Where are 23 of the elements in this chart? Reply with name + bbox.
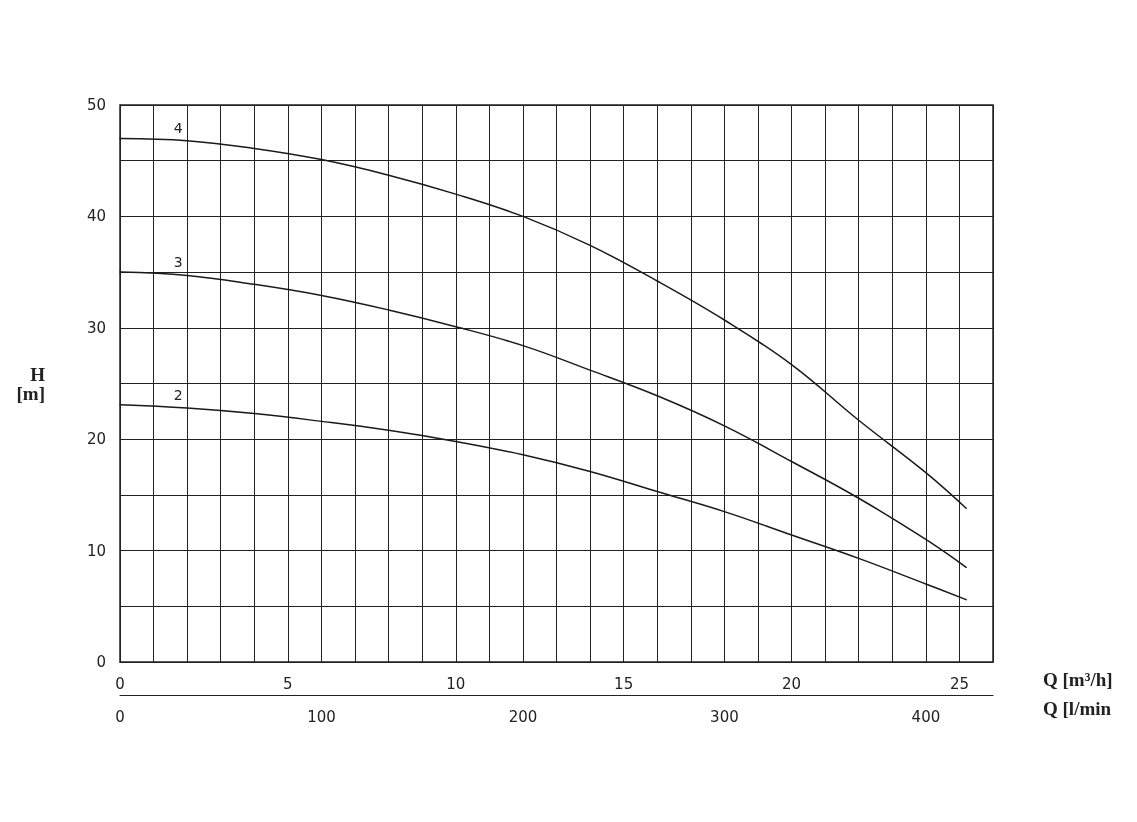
y-tick-label: 10: [86, 541, 106, 560]
y-tick-label: 50: [86, 96, 106, 114]
y-tick-label: 30: [86, 318, 106, 337]
series-label: 2: [173, 387, 183, 404]
x2-axis-title: Q [l/min: [1043, 698, 1112, 719]
x2-tick-label: 0: [115, 707, 125, 726]
x-tick-label: 15: [614, 674, 634, 693]
x-tick-label: 20: [781, 674, 802, 693]
y-tick-label: 20: [86, 430, 106, 449]
series-label: 3: [173, 254, 183, 271]
y-tick-label: 0: [96, 653, 106, 671]
x-tick-label: 25: [949, 674, 969, 693]
x-tick-label: 0: [115, 674, 125, 693]
x-axis-title: Q [m³/h]: [1043, 669, 1113, 690]
x-tick-label: 10: [446, 674, 466, 693]
x2-tick-label: 300: [710, 707, 739, 726]
y-tick-label: 40: [86, 207, 106, 226]
x-tick-label: 5: [283, 674, 293, 693]
x2-tick-label: 400: [911, 707, 941, 726]
series-label: 4: [173, 119, 183, 136]
x2-tick-label: 200: [508, 707, 538, 726]
y-axis-title: H [m]: [16, 363, 46, 404]
x2-tick-label: 100: [307, 707, 336, 726]
